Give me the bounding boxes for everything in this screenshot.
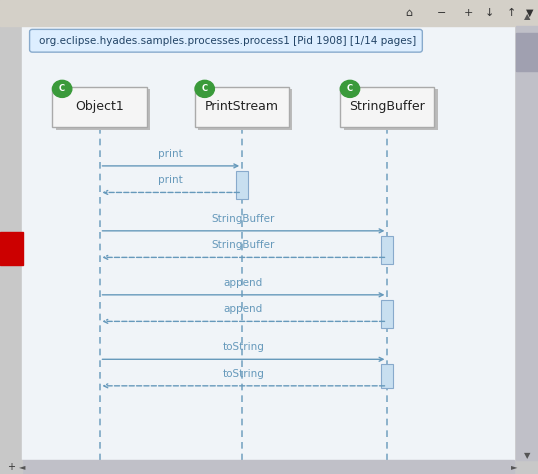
Text: org.eclipse.hyades.samples.processes.process1 [Pid 1908] [1/14 pages]: org.eclipse.hyades.samples.processes.pro… [39,36,416,46]
Text: print: print [158,149,183,159]
Bar [52,87,146,127]
Bar [516,33,538,71]
Bar [381,364,393,388]
Bar [0,232,23,265]
Text: ↓: ↓ [485,8,494,18]
FancyBboxPatch shape [30,29,422,52]
Bar [0,460,22,474]
Bar [198,90,293,130]
Text: Object1: Object1 [75,100,124,113]
Bar [381,300,393,328]
Text: ⌂: ⌂ [405,8,413,18]
Bar [516,26,538,460]
Text: StringBuffer: StringBuffer [212,240,275,250]
Bar [343,90,437,130]
Text: ▲: ▲ [524,12,530,21]
Text: ►: ► [511,463,517,471]
Bar [56,90,150,130]
Bar [195,87,289,127]
Text: toString: toString [223,342,264,352]
Text: StringBuffer: StringBuffer [212,214,275,224]
Text: −: − [436,8,446,18]
Text: toString: toString [223,369,264,379]
Text: StringBuffer: StringBuffer [350,100,425,113]
Bar [381,236,393,264]
Bar [0,0,538,26]
Text: C: C [59,84,65,93]
Bar [22,460,514,474]
Text: ◄: ◄ [19,463,26,471]
Circle shape [53,81,72,98]
Text: append: append [224,278,263,288]
Bar [340,87,434,127]
Text: +: + [7,462,15,472]
Text: ▼: ▼ [524,452,530,460]
Circle shape [195,81,214,98]
Text: print: print [158,175,183,185]
Text: +: + [463,8,473,18]
Bar [236,171,248,199]
Text: ↑: ↑ [506,8,516,18]
Circle shape [340,81,359,98]
Text: C: C [202,84,208,93]
Text: ▼: ▼ [526,8,534,18]
Text: append: append [224,304,263,314]
Text: C: C [347,84,353,93]
Text: PrintStream: PrintStream [205,100,279,113]
